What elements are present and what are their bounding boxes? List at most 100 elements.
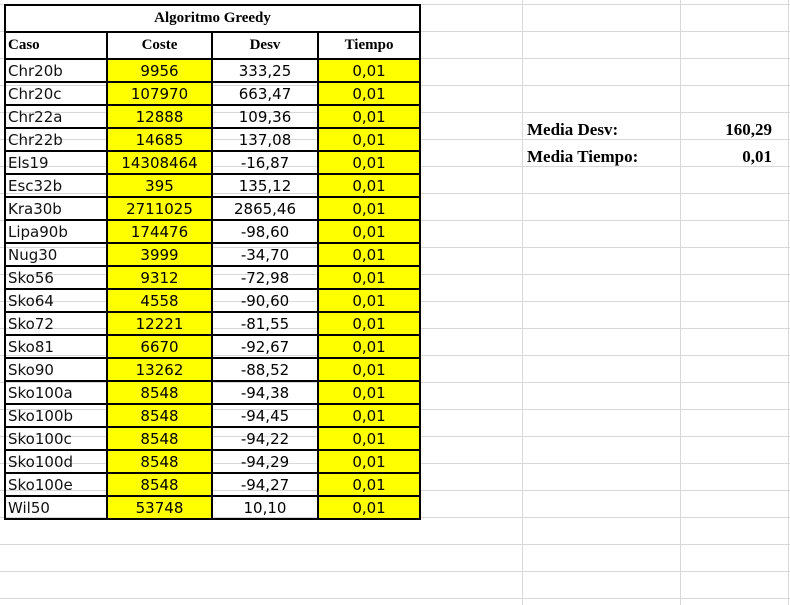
tiempo-cell[interactable]: 0,01 (316, 357, 422, 382)
caso-cell[interactable]: Sko100a (4, 380, 108, 405)
desv-cell[interactable]: -94,27 (211, 472, 319, 497)
coste-cell[interactable]: 8548 (106, 449, 213, 474)
desv-cell[interactable]: -81,55 (211, 311, 319, 336)
coste-cell[interactable]: 107970 (106, 81, 213, 106)
caso-cell[interactable]: Lipa90b (4, 219, 108, 244)
tiempo-cell[interactable]: 0,01 (316, 173, 422, 198)
caso-cell[interactable]: Wil50 (4, 495, 108, 520)
tiempo-cell[interactable]: 0,01 (316, 58, 422, 83)
caso-cell[interactable]: Esc32b (4, 173, 108, 198)
tiempo-cell[interactable]: 0,01 (316, 219, 422, 244)
tiempo-cell[interactable]: 0,01 (316, 265, 422, 290)
header-caso[interactable]: Caso (4, 31, 108, 60)
caso-cell[interactable]: Sko90 (4, 357, 108, 382)
tiempo-cell[interactable]: 0,01 (316, 127, 422, 152)
table-row: Chr22b 14685 137,08 0,01 (4, 127, 422, 152)
gridline (522, 0, 523, 605)
gridline (0, 571, 790, 572)
coste-cell[interactable]: 8548 (106, 426, 213, 451)
gridline (680, 0, 681, 605)
header-tiempo[interactable]: Tiempo (316, 31, 422, 60)
coste-cell[interactable]: 14308464 (106, 150, 213, 175)
tiempo-cell[interactable]: 0,01 (316, 242, 422, 267)
desv-cell[interactable]: -94,45 (211, 403, 319, 428)
caso-cell[interactable]: Kra30b (4, 196, 108, 221)
coste-cell[interactable]: 2711025 (106, 196, 213, 221)
tiempo-cell[interactable]: 0,01 (316, 449, 422, 474)
media-desv-value[interactable]: 160,29 (725, 119, 772, 139)
tiempo-cell[interactable]: 0,01 (316, 311, 422, 336)
desv-cell[interactable]: -98,60 (211, 219, 319, 244)
desv-cell[interactable]: 135,12 (211, 173, 319, 198)
table-row: Chr20c 107970 663,47 0,01 (4, 81, 422, 106)
desv-cell[interactable]: 663,47 (211, 81, 319, 106)
header-desv[interactable]: Desv (211, 31, 319, 60)
summary-block: Media Desv: 160,29 Media Tiempo: 0,01 (527, 116, 772, 170)
header-coste[interactable]: Coste (106, 31, 213, 60)
caso-cell[interactable]: Sko81 (4, 334, 108, 359)
coste-cell[interactable]: 12221 (106, 311, 213, 336)
tiempo-cell[interactable]: 0,01 (316, 426, 422, 451)
media-desv-label[interactable]: Media Desv: (527, 119, 619, 139)
desv-cell[interactable]: -90,60 (211, 288, 319, 313)
coste-cell[interactable]: 9956 (106, 58, 213, 83)
tiempo-cell[interactable]: 0,01 (316, 334, 422, 359)
desv-cell[interactable]: -72,98 (211, 265, 319, 290)
tiempo-cell[interactable]: 0,01 (316, 495, 422, 520)
caso-cell[interactable]: Chr22a (4, 104, 108, 129)
desv-cell[interactable]: 137,08 (211, 127, 319, 152)
tiempo-cell[interactable]: 0,01 (316, 196, 422, 221)
caso-cell[interactable]: Els19 (4, 150, 108, 175)
table-row: Sko100b 8548 -94,45 0,01 (4, 403, 422, 428)
coste-cell[interactable]: 8548 (106, 380, 213, 405)
caso-cell[interactable]: Sko100b (4, 403, 108, 428)
table-row: Esc32b 395 135,12 0,01 (4, 173, 422, 198)
coste-cell[interactable]: 174476 (106, 219, 213, 244)
desv-cell[interactable]: -88,52 (211, 357, 319, 382)
coste-cell[interactable]: 14685 (106, 127, 213, 152)
media-tiempo-label[interactable]: Media Tiempo: (527, 146, 639, 166)
tiempo-cell[interactable]: 0,01 (316, 104, 422, 129)
caso-cell[interactable]: Chr22b (4, 127, 108, 152)
desv-cell[interactable]: 333,25 (211, 58, 319, 83)
coste-cell[interactable]: 8548 (106, 472, 213, 497)
desv-cell[interactable]: 2865,46 (211, 196, 319, 221)
desv-cell[interactable]: -94,22 (211, 426, 319, 451)
coste-cell[interactable]: 13262 (106, 357, 213, 382)
coste-cell[interactable]: 12888 (106, 104, 213, 129)
caso-cell[interactable]: Sko100e (4, 472, 108, 497)
tiempo-cell[interactable]: 0,01 (316, 380, 422, 405)
tiempo-cell[interactable]: 0,01 (316, 472, 422, 497)
caso-cell[interactable]: Chr20b (4, 58, 108, 83)
tiempo-cell[interactable]: 0,01 (316, 81, 422, 106)
desv-cell[interactable]: -94,38 (211, 380, 319, 405)
caso-cell[interactable]: Nug30 (4, 242, 108, 267)
desv-cell[interactable]: 10,10 (211, 495, 319, 520)
caso-cell[interactable]: Chr20c (4, 81, 108, 106)
table-title[interactable]: Algoritmo Greedy (3, 4, 422, 33)
coste-cell[interactable]: 8548 (106, 403, 213, 428)
desv-cell[interactable]: 109,36 (211, 104, 319, 129)
coste-cell[interactable]: 3999 (106, 242, 213, 267)
coste-cell[interactable]: 6670 (106, 334, 213, 359)
table-row: Sko100a 8548 -94,38 0,01 (4, 380, 422, 405)
caso-cell[interactable]: Sko64 (4, 288, 108, 313)
tiempo-cell[interactable]: 0,01 (316, 288, 422, 313)
summary-row-media-desv: Media Desv: 160,29 (527, 116, 772, 143)
coste-cell[interactable]: 4558 (106, 288, 213, 313)
coste-cell[interactable]: 53748 (106, 495, 213, 520)
coste-cell[interactable]: 9312 (106, 265, 213, 290)
desv-cell[interactable]: -16,87 (211, 150, 319, 175)
table-row: Sko100c 8548 -94,22 0,01 (4, 426, 422, 451)
desv-cell[interactable]: -92,67 (211, 334, 319, 359)
caso-cell[interactable]: Sko72 (4, 311, 108, 336)
desv-cell[interactable]: -94,29 (211, 449, 319, 474)
caso-cell[interactable]: Sko100c (4, 426, 108, 451)
tiempo-cell[interactable]: 0,01 (316, 403, 422, 428)
coste-cell[interactable]: 395 (106, 173, 213, 198)
desv-cell[interactable]: -34,70 (211, 242, 319, 267)
media-tiempo-value[interactable]: 0,01 (742, 146, 772, 166)
caso-cell[interactable]: Sko56 (4, 265, 108, 290)
tiempo-cell[interactable]: 0,01 (316, 150, 422, 175)
caso-cell[interactable]: Sko100d (4, 449, 108, 474)
